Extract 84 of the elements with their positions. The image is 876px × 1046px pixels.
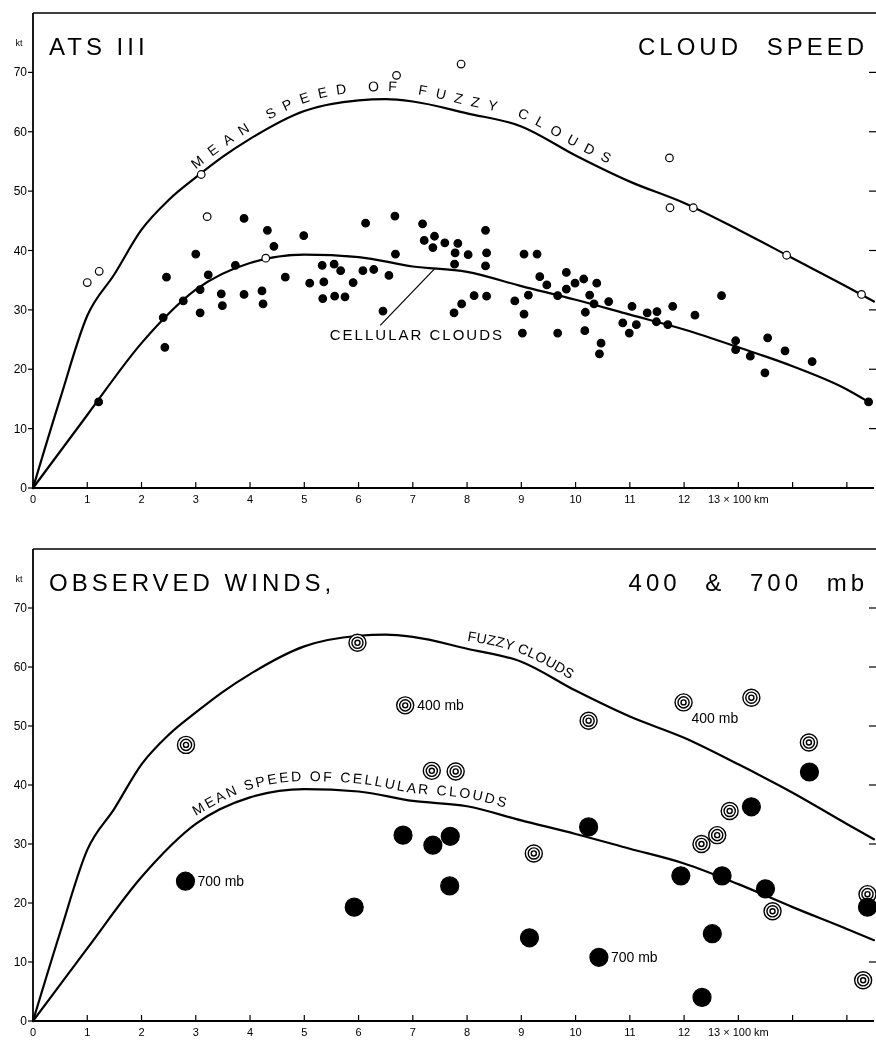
point bbox=[857, 290, 866, 299]
x-tick-label: 0 bbox=[29, 1026, 37, 1038]
x-tick-label: 12 bbox=[677, 1026, 691, 1038]
point bbox=[392, 70, 401, 80]
x-tick-label: 10 bbox=[569, 1026, 582, 1038]
x-tick-label: 6 bbox=[355, 493, 362, 505]
y-tick-label: 70 bbox=[13, 65, 28, 80]
x-tick-label: 10 bbox=[569, 493, 582, 505]
x-tick-label: 13 × 100 km bbox=[707, 493, 769, 505]
point bbox=[261, 253, 271, 263]
x-tick-label: 11 bbox=[624, 493, 636, 505]
x-tick-label: 4 bbox=[246, 493, 254, 505]
x-tick-label: 3 bbox=[192, 1026, 199, 1038]
text: CELLULAR CLOUDS bbox=[329, 325, 505, 343]
x-tick-label: 2 bbox=[138, 493, 145, 505]
y-tick-label: 50 bbox=[13, 719, 28, 733]
point bbox=[692, 987, 712, 1007]
x-tick-label: 1 bbox=[84, 493, 91, 505]
y-tick-label: 60 bbox=[13, 660, 28, 674]
text: OBSERVED WINDS, bbox=[49, 569, 336, 596]
point bbox=[82, 278, 92, 287]
y-tick-label: 30 bbox=[13, 302, 28, 317]
point bbox=[456, 59, 466, 69]
point bbox=[671, 866, 691, 886]
x-tick-label: 8 bbox=[464, 493, 471, 505]
point bbox=[393, 825, 413, 845]
text: CLOUD SPEED bbox=[637, 33, 868, 60]
y-tick-label: 30 bbox=[13, 837, 28, 851]
point bbox=[423, 835, 443, 855]
point bbox=[799, 762, 820, 782]
point bbox=[94, 266, 104, 276]
annotation: 700 mb bbox=[197, 873, 245, 890]
annotation: 400 mb bbox=[417, 697, 465, 714]
point bbox=[175, 871, 196, 891]
x-tick-label: 9 bbox=[518, 493, 525, 505]
y-axis-title: kt bbox=[15, 574, 23, 584]
y-tick-label: 40 bbox=[13, 243, 28, 258]
point bbox=[688, 203, 698, 213]
y-tick-label: 0 bbox=[20, 1014, 28, 1028]
x-tick-label: 4 bbox=[246, 1026, 254, 1038]
y-tick-label: 0 bbox=[20, 481, 28, 495]
point bbox=[782, 250, 792, 260]
x-tick-label: 11 bbox=[624, 1026, 636, 1038]
x-tick-label: 5 bbox=[301, 493, 308, 505]
x-tick-label: 9 bbox=[518, 1026, 525, 1038]
y-tick-label: 20 bbox=[13, 362, 28, 377]
point bbox=[741, 797, 761, 817]
x-tick-label: 3 bbox=[192, 493, 199, 505]
text: 400 & 700 mb bbox=[628, 569, 868, 596]
y-tick-label: 40 bbox=[13, 778, 28, 792]
annotation: 700 mb bbox=[610, 949, 658, 966]
point bbox=[202, 212, 212, 222]
text: ATS III bbox=[49, 33, 149, 60]
x-tick-label: 8 bbox=[464, 1026, 471, 1038]
y-tick-label: 50 bbox=[13, 184, 28, 199]
point bbox=[665, 203, 675, 213]
x-tick-label: 12 bbox=[677, 493, 691, 505]
x-tick-label: 5 bbox=[301, 1026, 308, 1038]
point bbox=[702, 924, 722, 944]
y-tick-label: 20 bbox=[13, 896, 28, 910]
point bbox=[857, 897, 876, 917]
point bbox=[665, 153, 674, 163]
point bbox=[519, 928, 540, 948]
point bbox=[440, 876, 460, 896]
x-tick-label: 1 bbox=[84, 1026, 91, 1038]
x-tick-label: 7 bbox=[409, 1026, 416, 1038]
point bbox=[589, 947, 609, 967]
point bbox=[344, 897, 364, 917]
point bbox=[440, 826, 460, 846]
x-tick-label: 7 bbox=[409, 493, 416, 505]
y-tick-label: 10 bbox=[13, 421, 28, 436]
x-tick-label: 0 bbox=[29, 493, 37, 505]
point bbox=[755, 879, 776, 899]
point bbox=[196, 170, 206, 179]
x-tick-label: 13 × 100 km bbox=[707, 1026, 769, 1038]
point bbox=[712, 866, 732, 886]
y-axis-title: kt bbox=[15, 38, 23, 48]
x-tick-label: 2 bbox=[138, 1026, 145, 1038]
x-tick-label: 6 bbox=[355, 1026, 362, 1038]
y-tick-label: 60 bbox=[13, 124, 28, 139]
y-tick-label: 70 bbox=[13, 601, 28, 615]
annotation: 400 mb bbox=[691, 710, 739, 727]
y-tick-label: 10 bbox=[13, 955, 28, 969]
point bbox=[579, 817, 599, 837]
